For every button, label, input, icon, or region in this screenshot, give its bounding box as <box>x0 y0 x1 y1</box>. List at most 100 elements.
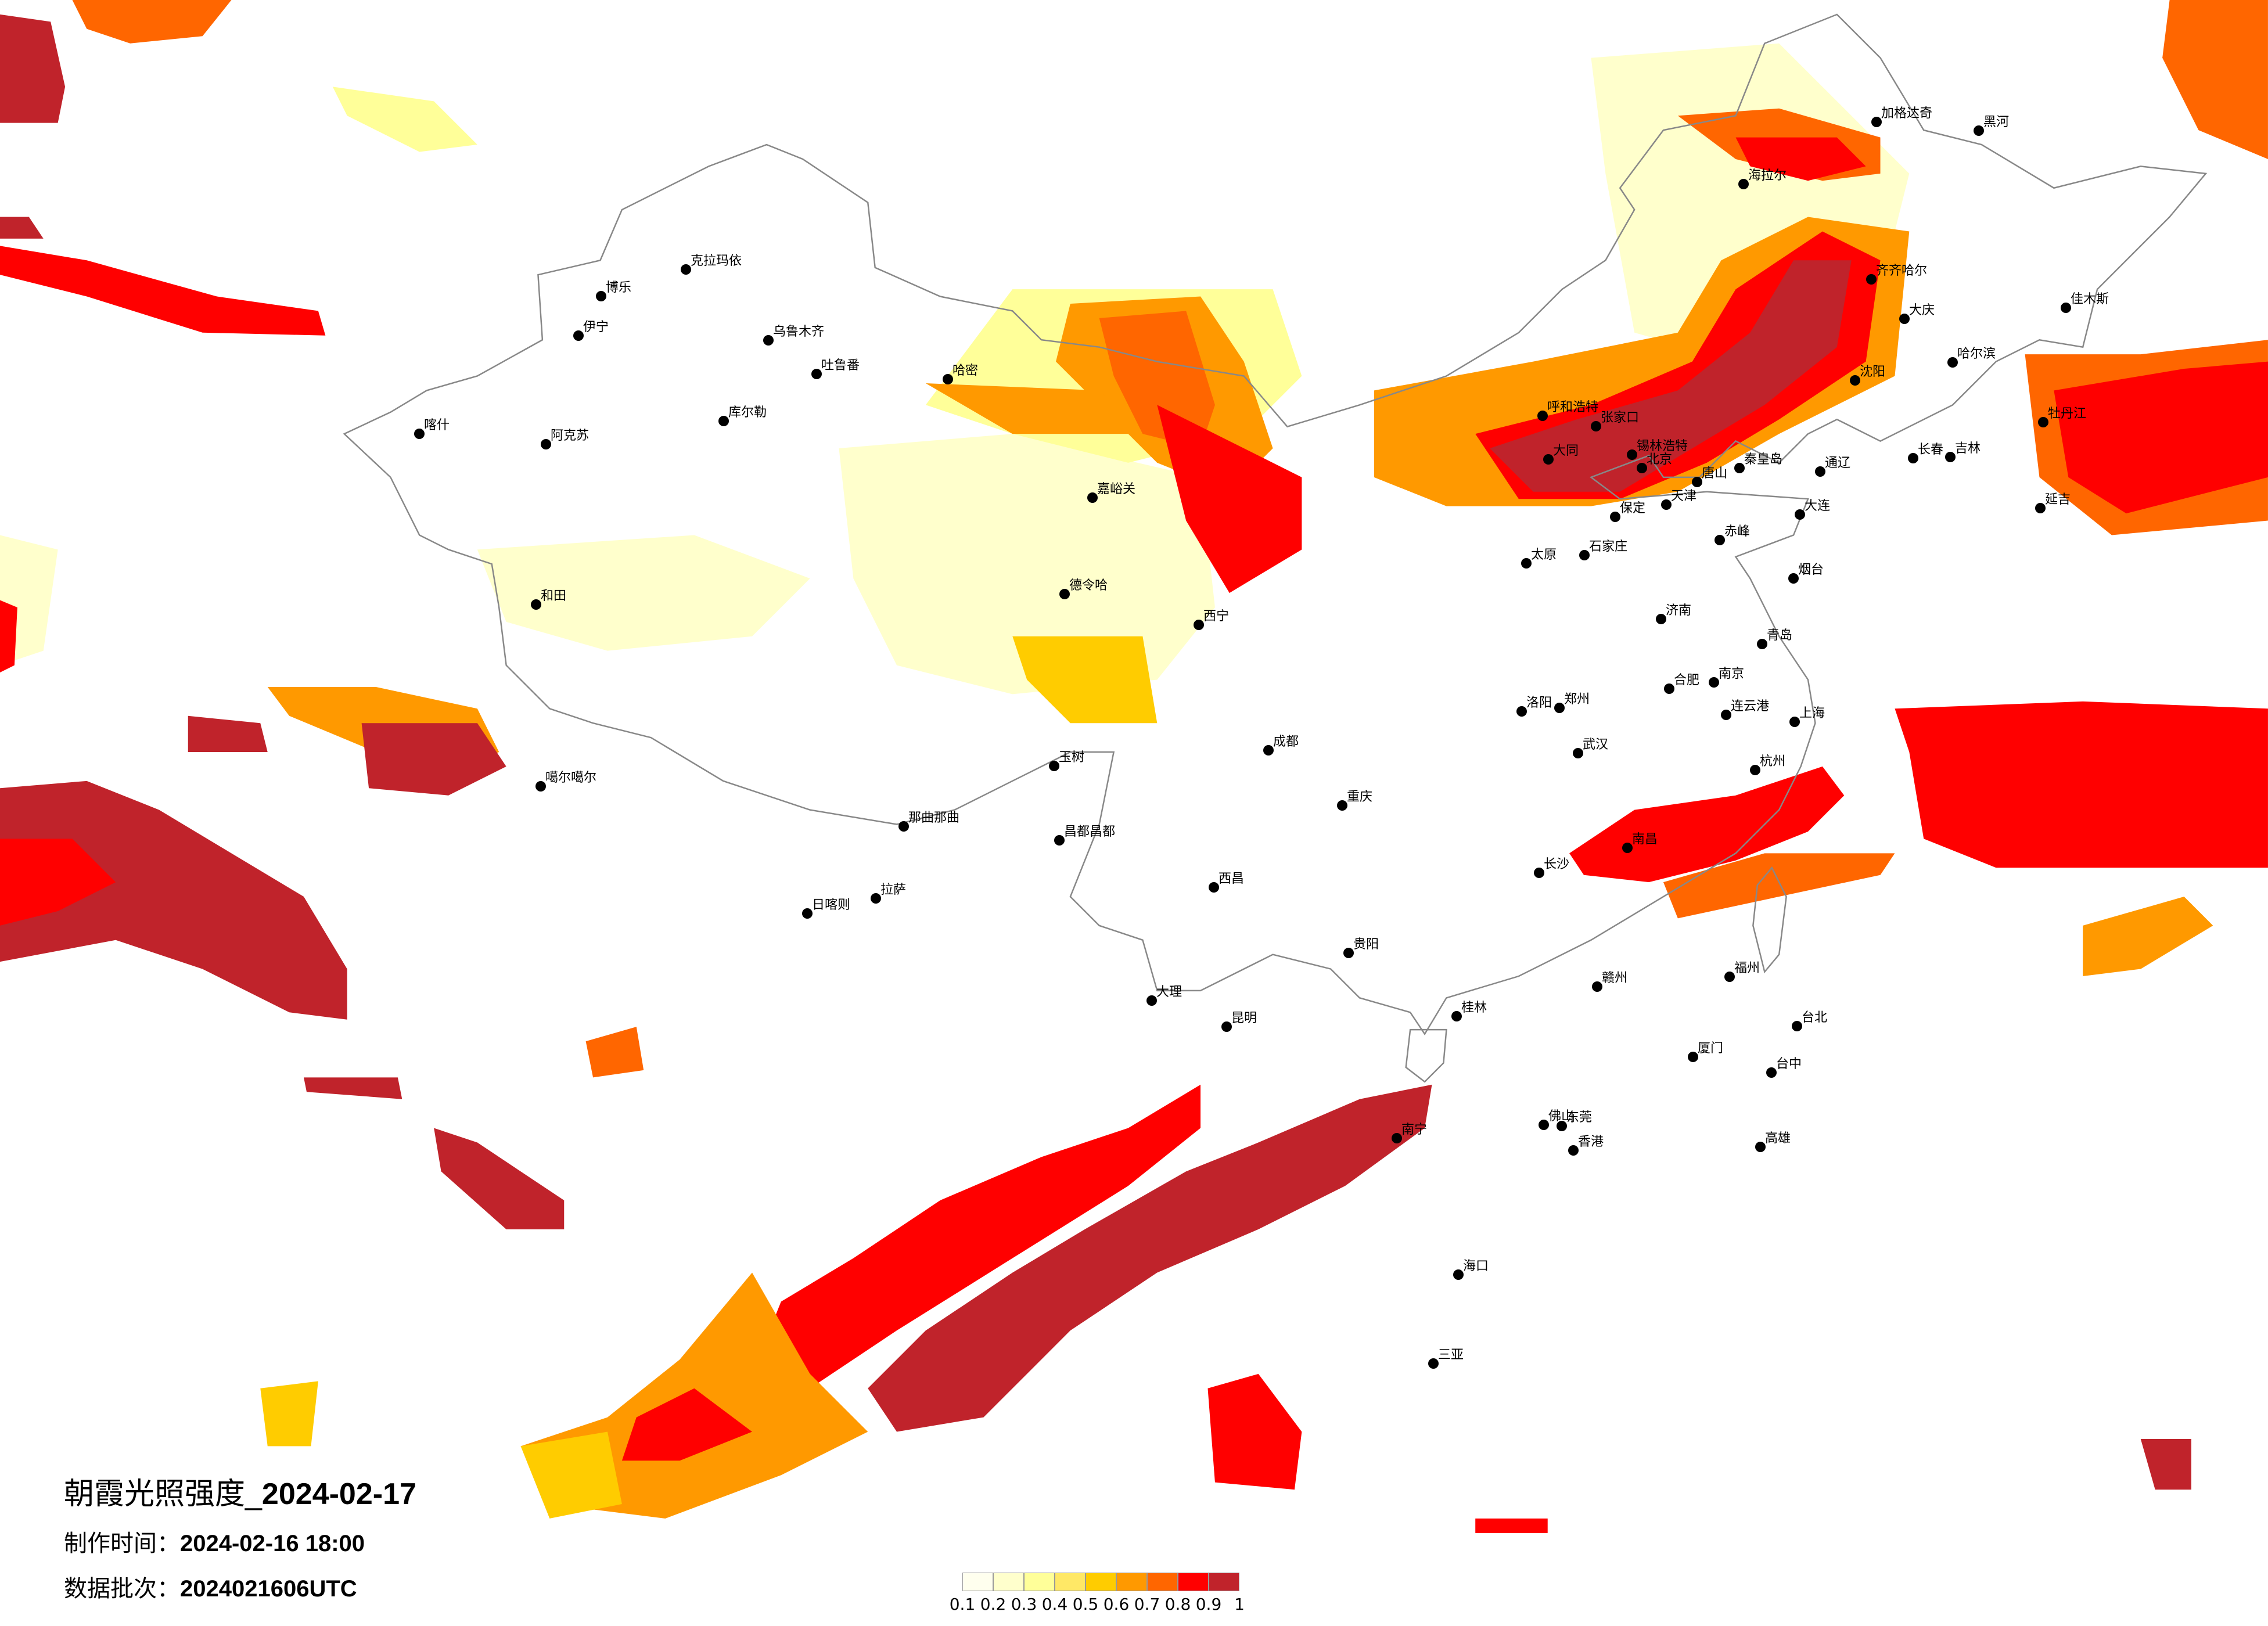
city-label: 伊宁 <box>583 320 609 334</box>
city-dot <box>1054 835 1065 846</box>
city-dot <box>1664 684 1674 694</box>
city-label: 天津 <box>1671 489 1696 503</box>
city-marker: 北京 <box>1637 452 1672 473</box>
data-batch-value: 2024021606UTC <box>180 1576 357 1602</box>
city-label: 连云港 <box>1731 699 1769 714</box>
city-dot <box>811 369 822 379</box>
city-label: 佳木斯 <box>2071 292 2109 307</box>
city-label: 牡丹江 <box>2048 406 2086 421</box>
city-marker: 加格达奇 <box>1871 106 1932 127</box>
city-dot <box>1715 535 1725 545</box>
city-marker: 和田 <box>531 589 566 610</box>
city-label: 东莞 <box>1566 1110 1592 1125</box>
heat-patch <box>0 780 347 1020</box>
city-label: 高雄 <box>1765 1131 1791 1146</box>
city-marker: 锡林浩特 <box>1627 439 1688 460</box>
city-dot <box>1543 454 1554 465</box>
city-label: 张家口 <box>1601 411 1639 425</box>
legend-swatch <box>1178 1573 1209 1591</box>
city-dot <box>2035 503 2046 513</box>
city-label: 拉萨 <box>880 883 906 897</box>
legend-label: 0.3 <box>1011 1595 1037 1614</box>
title-block: 朝霞光照强度_2024-02-17 制作时间：2024-02-16 18:00 … <box>64 1469 416 1603</box>
legend-label: 0.1 <box>949 1595 976 1614</box>
city-label: 昌都昌都 <box>1064 825 1115 839</box>
legend-swatch <box>1086 1573 1116 1591</box>
city-label: 洛阳 <box>1526 696 1552 710</box>
city-dot <box>1709 677 1719 688</box>
city-dot <box>1521 558 1532 569</box>
city-marker: 香港 <box>1568 1135 1604 1156</box>
city-dot <box>1766 1067 1777 1078</box>
city-dot <box>1428 1358 1439 1369</box>
city-dot <box>1221 1021 1232 1032</box>
city-dot <box>718 416 729 426</box>
heat-patch <box>1735 137 1866 181</box>
city-label: 石家庄 <box>1589 539 1627 554</box>
city-dot <box>1622 843 1633 853</box>
city-dot <box>1755 1142 1766 1152</box>
city-marker: 西宁 <box>1194 609 1229 630</box>
city-dot <box>1692 477 1702 487</box>
city-marker: 东莞 <box>1557 1110 1592 1131</box>
data-batch: 数据批次：2024021606UTC <box>64 1570 416 1603</box>
city-dot <box>1947 357 1958 368</box>
heat-patch <box>1207 1373 1302 1490</box>
city-marker: 合肥 <box>1664 673 1699 694</box>
heat-patch <box>434 1128 565 1229</box>
city-dot <box>1049 761 1059 771</box>
city-dot <box>1194 620 1204 630</box>
city-label: 南京 <box>1719 667 1744 681</box>
city-dot <box>1453 1269 1464 1280</box>
city-dot <box>1721 710 1731 720</box>
heat-patch <box>0 839 116 926</box>
heat-patch <box>839 434 1215 695</box>
city-marker: 克拉玛依 <box>681 254 742 275</box>
hainan-outline <box>1405 1028 1447 1083</box>
city-marker: 石家庄 <box>1579 539 1627 560</box>
city-label: 克拉玛依 <box>691 254 742 268</box>
heat-patch <box>585 1027 644 1078</box>
city-label: 台北 <box>1802 1010 1827 1025</box>
city-label: 济南 <box>1666 603 1691 618</box>
city-marker: 哈尔滨 <box>1947 347 1996 368</box>
heat-patch <box>0 217 44 239</box>
legend-labels: 0.1 0.2 0.3 0.4 0.5 0.6 0.7 0.8 0.9 1 <box>950 1595 1245 1618</box>
city-label: 大理 <box>1156 985 1182 999</box>
data-batch-label: 数据批次： <box>64 1576 180 1602</box>
city-marker: 呼和浩特 <box>1537 400 1598 421</box>
city-marker: 大庆 <box>1899 303 1935 324</box>
city-dot <box>535 781 546 792</box>
city-marker: 桂林 <box>1451 1001 1487 1021</box>
city-label: 库尔勒 <box>728 405 767 420</box>
city-marker: 赣州 <box>1592 971 1627 992</box>
heat-patch <box>0 14 66 123</box>
city-label: 和田 <box>541 589 566 603</box>
city-dot <box>2061 303 2071 313</box>
legend-swatch <box>993 1573 1024 1591</box>
city-dot <box>1738 179 1749 189</box>
city-dot <box>1757 639 1767 649</box>
city-dot <box>1899 314 1910 324</box>
city-dot <box>1656 614 1666 624</box>
legend-swatch <box>1116 1573 1147 1591</box>
city-marker: 台北 <box>1792 1010 1827 1031</box>
heat-patch <box>868 1084 1432 1432</box>
city-marker: 台中 <box>1766 1057 1802 1078</box>
heat-patch <box>2083 897 2213 977</box>
heat-patch <box>303 1077 402 1099</box>
heat-patch <box>1490 260 1852 492</box>
city-dot <box>898 821 909 832</box>
city-marker: 哈密 <box>943 364 978 384</box>
city-label: 杭州 <box>1760 754 1785 769</box>
city-marker: 长沙 <box>1534 857 1569 878</box>
city-label: 唐山 <box>1702 466 1727 481</box>
color-legend: 0.1 0.2 0.3 0.4 0.5 0.6 0.7 0.8 0.9 1 <box>950 1573 1245 1618</box>
city-dot <box>1087 492 1098 503</box>
city-label: 成都 <box>1273 735 1299 749</box>
city-label: 大庆 <box>1909 303 1935 318</box>
city-dot <box>2038 417 2048 427</box>
city-label: 乌鲁木齐 <box>773 325 824 339</box>
legend-swatch <box>1147 1573 1178 1591</box>
city-label: 香港 <box>1578 1135 1604 1149</box>
